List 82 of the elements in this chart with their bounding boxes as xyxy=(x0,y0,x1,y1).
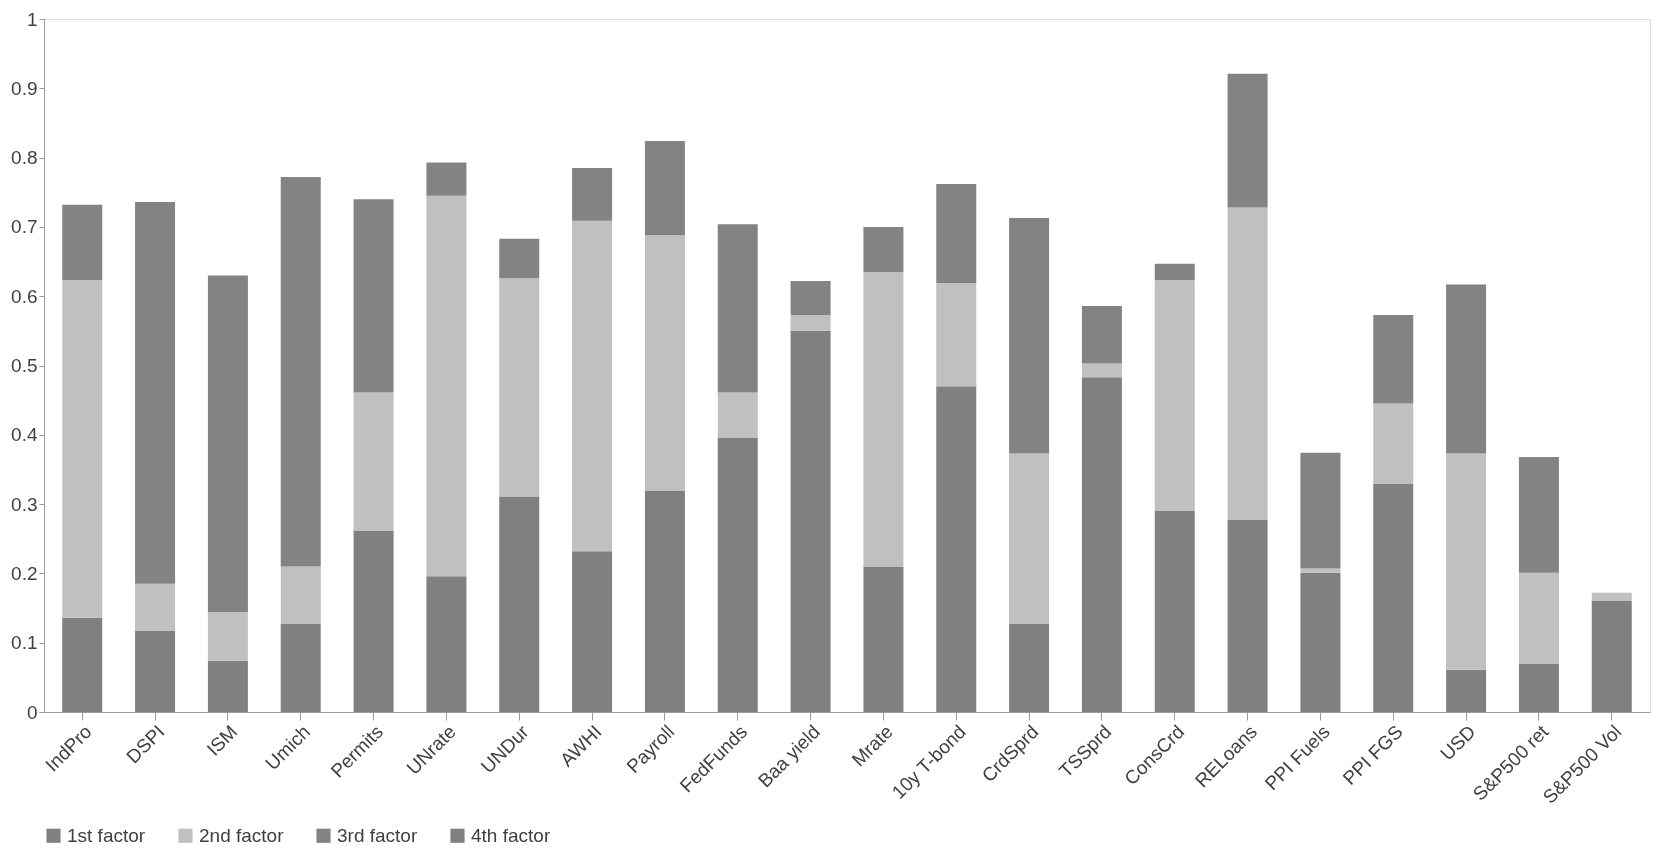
y-tick-label: 0.7 xyxy=(11,216,38,238)
bar xyxy=(1518,456,1559,573)
bar xyxy=(1591,592,1632,602)
legend-label: 3rd factor xyxy=(337,824,418,846)
bar xyxy=(1009,453,1050,624)
bar xyxy=(426,576,467,712)
bar xyxy=(1591,601,1632,712)
bar xyxy=(135,201,176,584)
bar xyxy=(644,140,685,236)
bar xyxy=(135,583,176,631)
bar xyxy=(572,551,613,712)
bar xyxy=(936,386,977,712)
bar xyxy=(207,660,248,712)
y-tick-label: 0.9 xyxy=(11,77,38,99)
y-tick-label: 0.5 xyxy=(11,355,38,376)
bar xyxy=(572,168,613,221)
bar xyxy=(353,392,394,531)
bar xyxy=(1300,452,1341,569)
bar xyxy=(863,226,904,272)
legend-label: 1st factor xyxy=(67,824,146,846)
bar xyxy=(1373,484,1414,712)
bar xyxy=(936,183,977,284)
bar xyxy=(1518,663,1559,712)
y-tick-label: 0 xyxy=(26,701,38,723)
bar xyxy=(1373,314,1414,404)
bar xyxy=(1227,73,1268,208)
x-tick-label: ISM xyxy=(202,721,242,760)
bar xyxy=(280,623,321,712)
y-tick-label: 1 xyxy=(26,8,38,30)
y-tick-label: 0.4 xyxy=(11,424,38,446)
bar xyxy=(1227,520,1268,712)
bar xyxy=(1446,453,1487,670)
legend-label: 2nd factor xyxy=(199,824,285,846)
bar xyxy=(1009,217,1050,454)
bar xyxy=(280,566,321,624)
x-tick-label: USD xyxy=(1436,721,1480,765)
bar xyxy=(62,617,103,712)
bar xyxy=(135,630,176,712)
bar xyxy=(353,530,394,712)
bar xyxy=(790,314,831,331)
bar xyxy=(1154,511,1195,712)
bar xyxy=(644,490,685,712)
bar xyxy=(62,280,103,618)
bar xyxy=(936,283,977,387)
y-tick-label: 0.3 xyxy=(11,493,38,515)
bar xyxy=(1154,280,1195,512)
bar xyxy=(499,238,540,279)
bar xyxy=(717,437,758,712)
bar xyxy=(1081,377,1122,712)
bar xyxy=(207,275,248,613)
bar xyxy=(1081,363,1122,378)
legend-label: 4th factor xyxy=(471,824,551,846)
bar xyxy=(1446,284,1487,454)
bar xyxy=(1154,263,1195,281)
bar xyxy=(572,220,613,552)
bar xyxy=(790,280,831,315)
bar xyxy=(280,177,321,567)
y-tick-label: 0.1 xyxy=(11,632,38,654)
bar xyxy=(1300,568,1341,573)
bar xyxy=(863,271,904,567)
bar xyxy=(1446,669,1487,712)
bar xyxy=(426,195,467,577)
y-tick-label: 0.2 xyxy=(11,562,38,584)
bar xyxy=(1081,305,1122,364)
bar xyxy=(353,199,394,393)
bar xyxy=(863,566,904,712)
bar xyxy=(717,392,758,438)
bar xyxy=(1518,572,1559,664)
bar xyxy=(717,224,758,393)
bar xyxy=(790,330,831,712)
bar xyxy=(1373,403,1414,484)
bar xyxy=(426,162,467,196)
bar xyxy=(644,235,685,491)
bar xyxy=(62,204,103,281)
bar xyxy=(499,496,540,712)
bar xyxy=(1300,572,1341,712)
bar xyxy=(1009,623,1050,712)
bar xyxy=(1227,207,1268,521)
y-tick-label: 0.8 xyxy=(11,147,38,169)
bar xyxy=(207,612,248,661)
y-tick-label: 0.6 xyxy=(11,285,38,307)
bar xyxy=(499,278,540,497)
